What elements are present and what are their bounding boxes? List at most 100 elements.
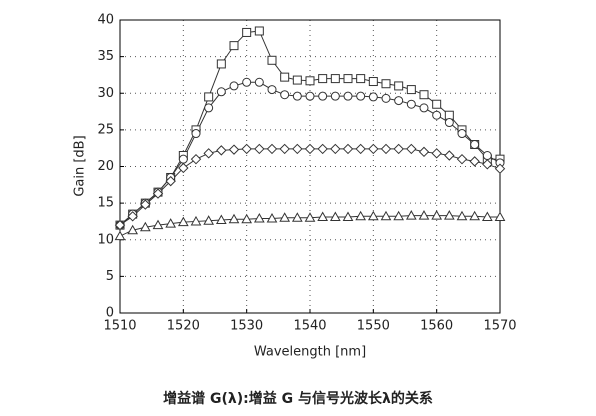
y-tick-label: 10 [97,232,114,247]
marker-circle [191,129,201,139]
marker-diamond [317,143,328,155]
marker-diamond [127,211,138,222]
marker-diamond [431,148,442,159]
marker-triangle [393,210,405,221]
marker-circle [242,77,252,87]
x-tick-label: 1530 [230,319,263,334]
x-tick-label: 1510 [103,319,136,334]
marker-diamond [482,159,493,170]
marker-diamond [292,143,303,155]
marker-diamond [266,143,278,155]
marker-triangle [177,216,189,227]
marker-square [267,55,277,65]
marker-triangle [215,214,227,224]
marker-circle [356,91,366,101]
marker-triangle [481,211,493,222]
marker-triangle [418,210,430,220]
marker-circle [204,103,214,113]
y-tick-label: 15 [97,196,114,211]
marker-diamond [152,188,164,199]
marker-diamond [114,219,126,231]
marker-diamond [469,156,480,167]
marker-square [444,110,454,120]
marker-circle [216,87,226,97]
marker-circle [444,118,454,128]
y-tick-label: 0 [106,306,114,321]
marker-circle [457,129,467,139]
marker-triangle [317,211,329,222]
marker-diamond [330,143,341,155]
y-tick-label: 30 [97,86,114,101]
x-tick-label: 1560 [420,319,453,334]
marker-triangle [431,210,443,220]
marker-diamond [393,143,404,155]
marker-circle [432,110,442,120]
marker-triangle [494,211,506,222]
marker-triangle [291,212,303,222]
y-axis-label: Gain [dB] [73,135,88,196]
marker-square [229,41,239,51]
marker-square [318,74,328,84]
marker-circle [330,91,340,101]
marker-circle [394,96,404,106]
marker-square [330,74,340,84]
x-tick-label: 1540 [293,319,326,334]
marker-diamond [380,143,392,155]
marker-diamond [494,163,506,174]
y-tick-label: 20 [97,159,114,174]
marker-diamond [178,162,189,174]
marker-triangle [139,221,151,232]
marker-square [419,90,429,100]
marker-diamond [241,143,252,155]
x-tick-label: 1550 [357,319,390,334]
marker-circle [406,99,416,109]
marker-square [368,77,378,87]
marker-triangle [443,210,455,220]
marker-triangle [152,219,164,230]
marker-circle [254,77,264,87]
marker-circle [343,91,353,101]
marker-diamond [190,153,202,165]
marker-triangle [355,210,367,221]
marker-diamond [203,148,214,159]
y-tick-label: 35 [97,49,114,64]
marker-circle [267,85,277,95]
marker-diamond [165,175,176,187]
marker-diamond [228,144,240,155]
marker-square [381,79,391,89]
marker-square [356,74,366,84]
marker-circle [419,103,429,113]
marker-square [242,27,252,37]
marker-circle [482,151,492,161]
marker-circle [381,93,391,103]
marker-diamond [406,143,417,155]
marker-triangle [329,211,341,222]
caption: 增益谱 G(λ):增益 G 与信号光波长λ的关系 [163,390,433,407]
marker-diamond [355,143,366,155]
marker-circle [178,154,188,164]
marker-triangle [203,215,215,225]
marker-diamond [279,143,290,155]
marker-circle [305,91,315,101]
marker-square [305,76,315,86]
marker-triangle [405,210,417,220]
y-tick-label: 25 [97,122,114,137]
marker-triangle [380,210,392,221]
marker-diamond [254,143,265,155]
marker-circle [318,91,328,101]
marker-triangle [165,218,177,228]
marker-circle [280,90,290,100]
y-tick-label: 5 [106,269,114,284]
marker-square [394,81,404,91]
marker-triangle [304,212,316,222]
marker-triangle [253,212,265,223]
marker-square [216,59,226,69]
marker-square [204,92,214,102]
marker-triangle [127,224,139,235]
marker-circle [292,91,302,101]
marker-diamond [444,150,455,161]
marker-triangle [456,210,468,221]
marker-diamond [342,143,354,155]
